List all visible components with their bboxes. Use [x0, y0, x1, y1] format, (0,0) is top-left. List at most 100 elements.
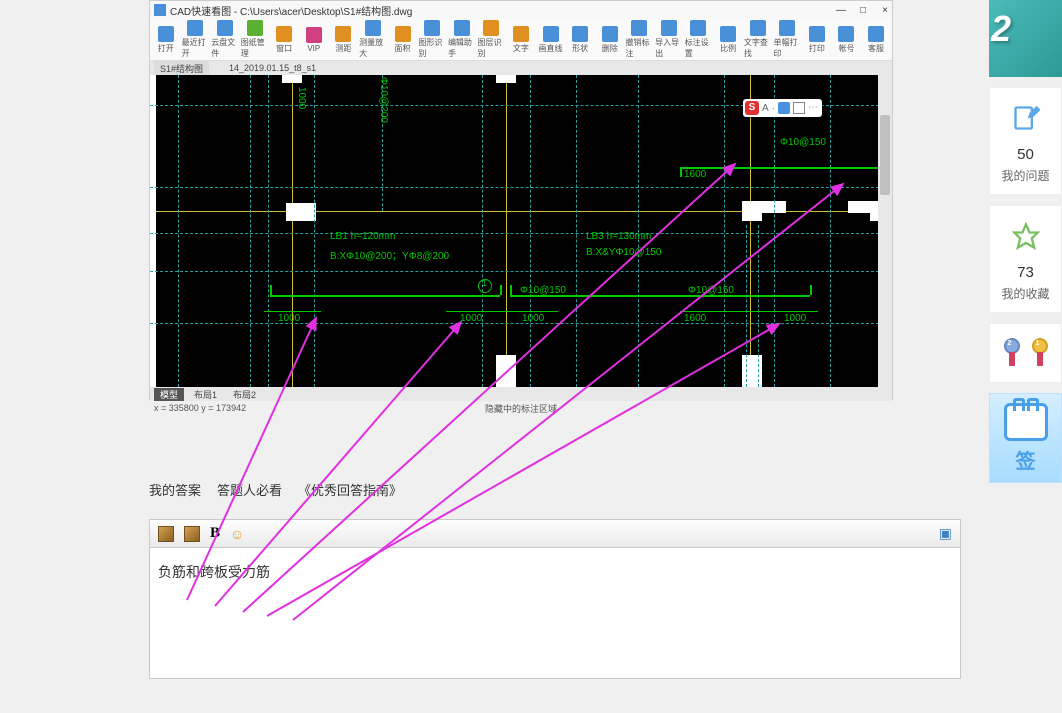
emoji-button[interactable]: ☺	[230, 526, 244, 542]
toolbar-图纸管理[interactable]: 图纸管理	[241, 20, 269, 59]
answer-header: 我的答案 答题人必看 《优秀回答指南》	[149, 480, 961, 499]
toolbar-icon	[661, 20, 677, 36]
badge-gold: 1	[1029, 338, 1051, 368]
ime-mic-icon	[778, 102, 790, 114]
toolbar-最近打开[interactable]: 最近打开	[182, 20, 210, 59]
toolbar-icon	[809, 26, 825, 42]
cad-label-1600-top: 1600	[684, 169, 706, 180]
toolbar-图层识别[interactable]: 图层识别	[478, 20, 506, 59]
cad-label-1000-bm2: 1000	[522, 313, 544, 324]
ime-input-box[interactable]: S A · ⋯	[743, 99, 822, 117]
toolbar-打印[interactable]: 打印	[803, 26, 831, 54]
close-button[interactable]: ×	[878, 5, 892, 16]
toolbar-标注设置[interactable]: 标注设置	[685, 20, 713, 59]
toolbar-删除[interactable]: 删除	[596, 26, 624, 54]
toolbar-打开[interactable]: 打开	[152, 26, 180, 54]
ime-a: A	[762, 103, 769, 114]
toolbar-撤销标注[interactable]: 撤销标注	[626, 20, 654, 59]
toolbar-label: 云盘文件	[211, 37, 239, 59]
toolbar-面积[interactable]: 面积	[389, 26, 417, 54]
toolbar-icon	[513, 26, 529, 42]
toolbar-label: 图形识别	[418, 37, 446, 59]
toolbar-icon	[572, 26, 588, 42]
toolbar-icon	[365, 20, 381, 36]
favorites-label: 我的收藏	[1001, 285, 1049, 302]
toolbar-icon	[838, 26, 854, 42]
my-favorites-card[interactable]: 73 我的收藏	[989, 205, 1062, 313]
toolbar-VIP[interactable]: VIP	[300, 27, 328, 53]
toolbar-label: 最近打开	[182, 37, 210, 59]
cad-label-lb3-2: B:X&YΦ10@150	[586, 247, 661, 258]
my-questions-card[interactable]: 50 我的问题	[989, 87, 1062, 195]
favorites-count: 73	[1017, 264, 1034, 281]
cad-scrollbar-v[interactable]	[878, 75, 892, 387]
calendar-icon	[1004, 403, 1048, 441]
toolbar-测量放大[interactable]: 测量放大	[359, 20, 387, 59]
badges-card[interactable]: 2 1	[989, 323, 1062, 383]
ime-settings-icon: ⋯	[808, 102, 820, 114]
toolbar-测距[interactable]: 测距	[330, 26, 358, 54]
minimize-button[interactable]: —	[834, 5, 848, 16]
cad-label-1000-v: 1000	[296, 87, 307, 109]
toolbar-label: 画直线	[539, 43, 563, 54]
insert-image-icon[interactable]	[158, 526, 174, 542]
toolbar-icon	[750, 20, 766, 36]
cad-document-tabs: S1#结构图 14_2019.01.15_t8_s1	[150, 61, 892, 75]
editor-toolbar: B ☺ ▣	[150, 520, 960, 548]
tab-layout1[interactable]: 布局1	[188, 388, 223, 401]
cad-canvas[interactable]: 1000 Φ10@200 LB1 h=120mm B:XΦ10@200；YΦ8@…	[150, 75, 892, 387]
maximize-button[interactable]: □	[856, 5, 870, 16]
signin-card[interactable]: 签	[989, 393, 1062, 483]
toolbar-画直线[interactable]: 画直线	[537, 26, 565, 54]
cad-label-phi10-200: Φ10@200	[378, 77, 389, 123]
toolbar-label: 文字	[513, 43, 529, 54]
toolbar-icon	[690, 20, 706, 36]
toolbar-文字查找[interactable]: 文字查找	[744, 20, 772, 59]
toolbar-label: 比例	[720, 43, 736, 54]
cad-bottom-tabs: 模型 布局1 布局2	[150, 387, 892, 401]
answer-tip[interactable]: 答题人必看	[217, 480, 282, 499]
toolbar-icon	[602, 26, 618, 42]
toolbar-label: 删除	[602, 43, 618, 54]
doc-tab-2[interactable]: 14_2019.01.15_t8_s1	[229, 63, 316, 73]
banner-number: 2	[991, 8, 1011, 50]
questions-label: 我的问题	[1001, 167, 1049, 184]
toolbar-形状[interactable]: 形状	[566, 26, 594, 54]
toolbar-icon	[720, 26, 736, 42]
toolbar-单幅打印[interactable]: 单幅打印	[773, 20, 801, 59]
toolbar-label: 客服	[868, 43, 884, 54]
doc-tab-1[interactable]: S1#结构图	[154, 61, 209, 76]
promo-banner[interactable]: 2	[989, 0, 1062, 77]
toolbar-客服[interactable]: 客服	[862, 26, 890, 54]
tab-model[interactable]: 模型	[154, 388, 184, 401]
toolbar-云盘文件[interactable]: 云盘文件	[211, 20, 239, 59]
status-center: 隐藏中的标注区域	[485, 402, 557, 415]
toolbar-icon	[424, 20, 440, 36]
cad-label-lb1-1: LB1 h=120mm	[330, 231, 395, 242]
toolbar-编辑助手[interactable]: 编辑助手	[448, 20, 476, 59]
toolbar-icon	[335, 26, 351, 42]
cad-label-phi10-150-mid: Φ10@150	[520, 285, 566, 296]
right-sidebar: 2 50 我的问题 73 我的收藏 2 1 签	[989, 0, 1062, 483]
toolbar-label: 形状	[572, 43, 588, 54]
toolbar-图形识别[interactable]: 图形识别	[418, 20, 446, 59]
toolbar-比例[interactable]: 比例	[714, 26, 742, 54]
toolbar-icon	[217, 20, 233, 36]
toolbar-导入导出[interactable]: 导入导出	[655, 20, 683, 59]
answer-guide-link[interactable]: 《优秀回答指南》	[298, 480, 402, 499]
bold-button[interactable]: B	[210, 525, 220, 542]
toolbar-icon	[276, 26, 292, 42]
toolbar-icon	[454, 20, 470, 36]
toolbar-窗口[interactable]: 窗口	[270, 26, 298, 54]
toolbar-label: 撤销标注	[626, 37, 654, 59]
toolbar-文字[interactable]: 文字	[507, 26, 535, 54]
toolbar-label: 单幅打印	[773, 37, 801, 59]
toolbar-icon	[483, 20, 499, 36]
fullscreen-button[interactable]: ▣	[939, 525, 952, 542]
tab-layout2[interactable]: 布局2	[227, 388, 262, 401]
toolbar-icon	[158, 26, 174, 42]
editor-content[interactable]: 负筋和跨板受力筋	[150, 548, 960, 678]
toolbar-label: 打开	[158, 43, 174, 54]
toolbar-帐号[interactable]: 帐号	[833, 26, 861, 54]
insert-image2-icon[interactable]	[184, 526, 200, 542]
